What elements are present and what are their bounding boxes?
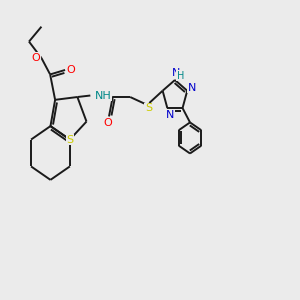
Text: N: N: [172, 68, 180, 78]
Text: O: O: [32, 53, 40, 63]
Text: H: H: [177, 70, 184, 80]
Text: N: N: [188, 83, 196, 93]
Text: O: O: [103, 118, 112, 128]
Text: S: S: [66, 134, 74, 145]
Text: O: O: [66, 65, 75, 75]
Text: NH: NH: [95, 91, 112, 100]
Text: S: S: [145, 103, 152, 113]
Text: N: N: [166, 110, 175, 120]
